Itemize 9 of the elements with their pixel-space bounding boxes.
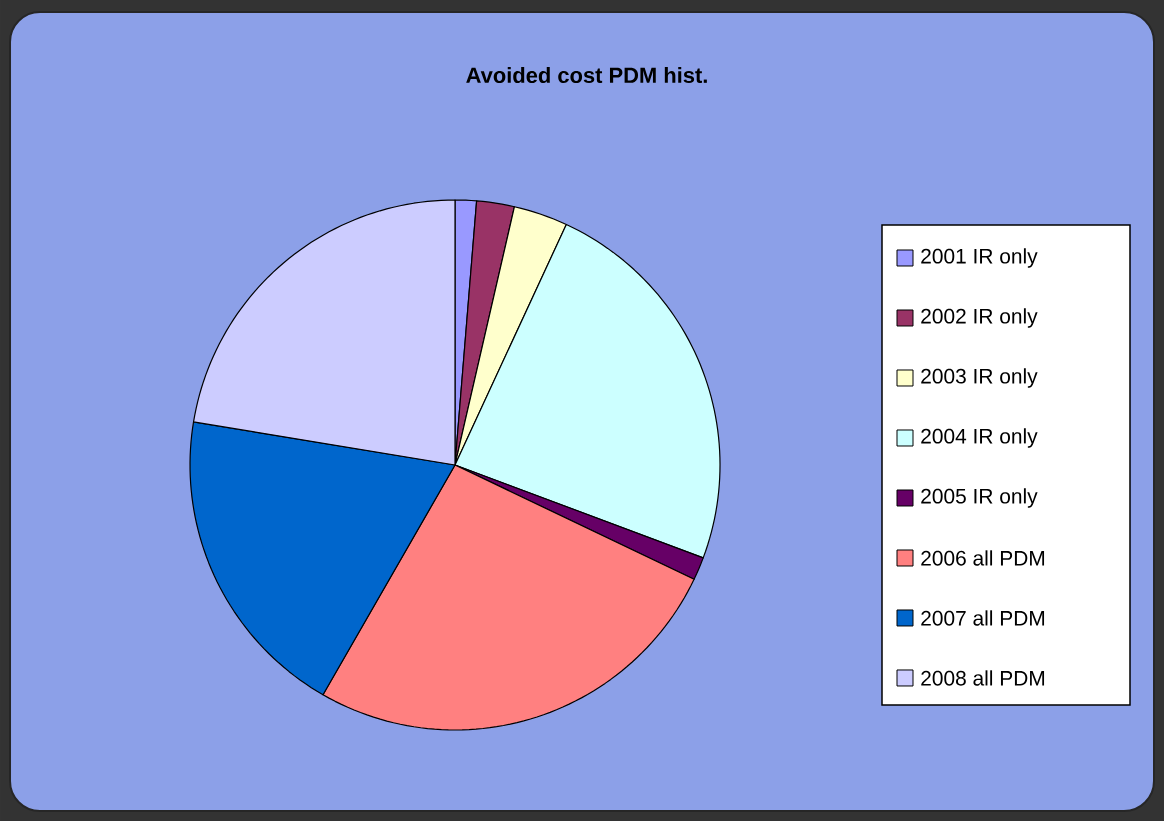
legend-label: 2007 all PDM <box>921 610 1045 626</box>
legend-label: 2008 all PDM <box>921 670 1045 686</box>
chart-title: Avoided cost PDM hist. <box>466 66 707 84</box>
legend-label: 2005 IR only <box>921 488 1038 508</box>
legend-label: 2003 IR only <box>921 368 1038 388</box>
legend-label: 2001 IR only <box>921 248 1038 268</box>
legend-label: 2004 IR only <box>921 428 1038 448</box>
legend-label: 2002 IR only <box>921 308 1038 328</box>
legend-label: 2006 all PDM <box>921 550 1045 566</box>
